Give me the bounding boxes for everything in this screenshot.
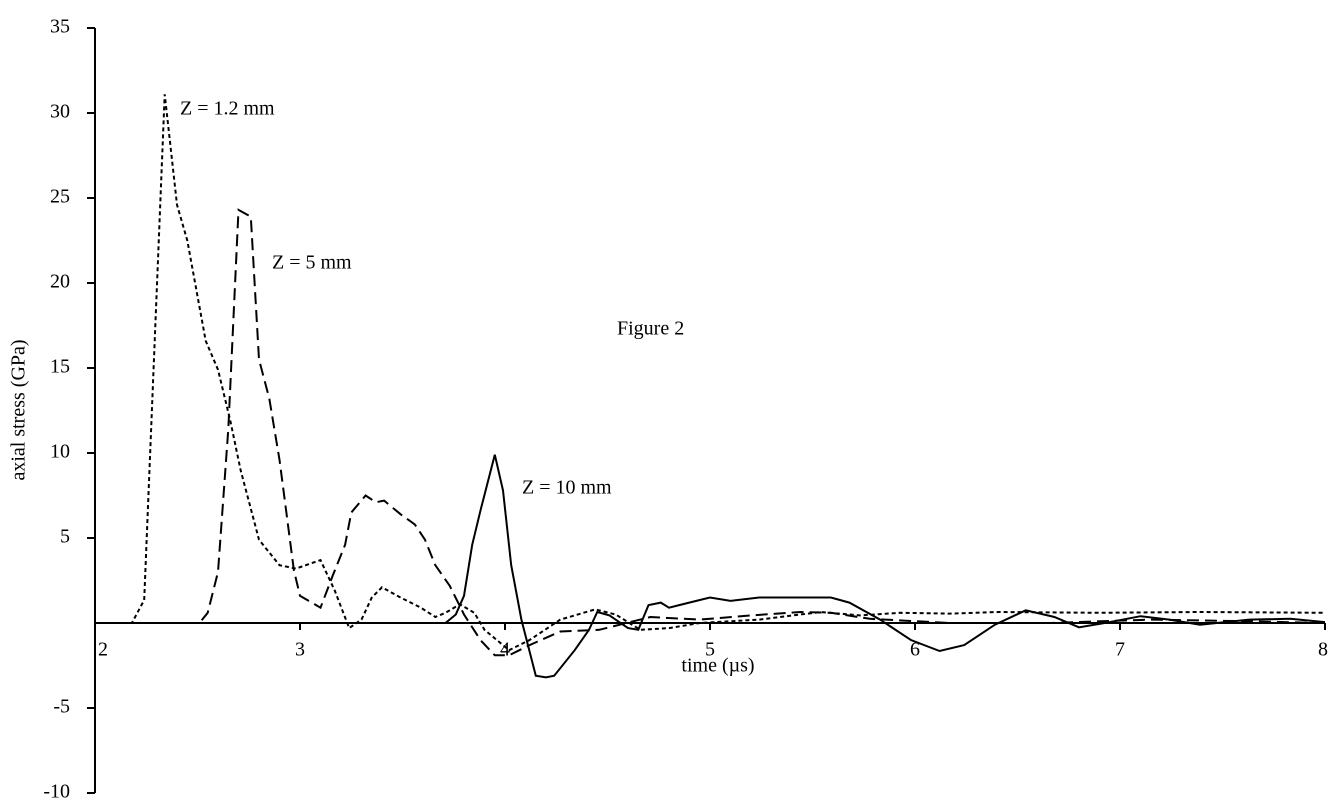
- y-tick-label: 5: [60, 526, 70, 548]
- x-tick-label: 6: [910, 639, 920, 661]
- x-tick-label: 7: [1115, 639, 1125, 661]
- x-axis-label: time (µs): [681, 655, 754, 677]
- y-tick-label: 25: [50, 186, 70, 208]
- y-tick-label: 30: [50, 101, 70, 123]
- x-tick-label: 4: [500, 639, 510, 661]
- series-line: [95, 454, 1326, 679]
- y-axis-label: axial stress (GPa): [8, 339, 30, 480]
- x-tick-label: 8: [1318, 639, 1328, 661]
- x-tick-label: 2: [98, 639, 108, 661]
- series-line: [95, 208, 1326, 657]
- x-tick-label: 3: [295, 639, 305, 661]
- series-line: [95, 94, 1326, 652]
- figure-annotation: Figure 2: [617, 318, 684, 340]
- y-tick-label: 10: [50, 441, 70, 463]
- series-label: Z = 1.2 mm: [180, 98, 275, 120]
- x-tick-label: 5: [705, 639, 715, 661]
- y-tick-label: 15: [50, 356, 70, 378]
- y-tick-label: -10: [43, 781, 70, 803]
- y-tick-label: 35: [50, 16, 70, 38]
- series-label: Z = 5 mm: [272, 252, 352, 274]
- series-label: Z = 10 mm: [522, 477, 612, 499]
- y-tick-label: 20: [50, 271, 70, 293]
- y-tick-label: -5: [53, 696, 70, 718]
